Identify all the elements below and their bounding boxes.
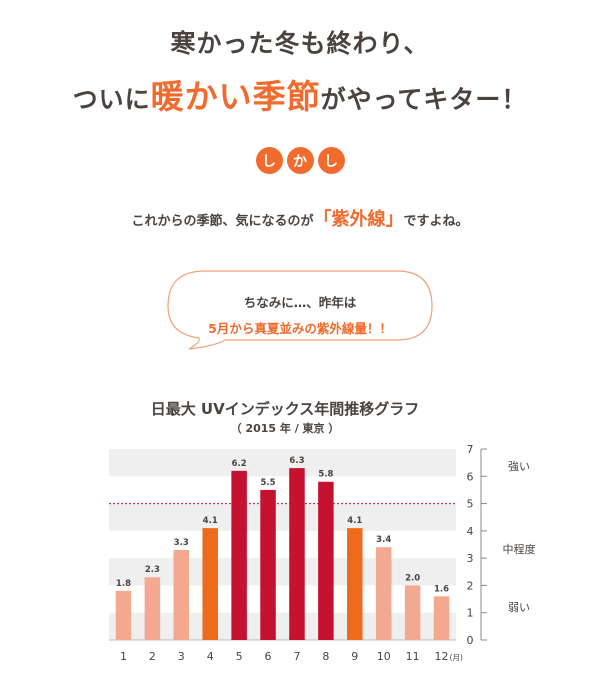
bubble-line1: ちなみに…、昨年は: [243, 295, 357, 310]
grid-band: [109, 503, 456, 531]
bar-value-label: 2.3: [145, 565, 160, 575]
y-tick-label: 4: [467, 525, 474, 538]
bar-value-label: 5.8: [318, 470, 333, 480]
speech-bubble: [167, 270, 433, 350]
bar-value-label: 2.0: [405, 573, 420, 583]
y-tick-label: 6: [467, 470, 474, 483]
bar-value-label: 5.5: [261, 478, 276, 488]
shikashi-badge-2: か: [286, 147, 314, 174]
x-tick-label: 7: [293, 650, 300, 663]
headline-accent: 暖かい季節: [150, 77, 321, 116]
headline-line2-pre: ついに: [72, 85, 151, 114]
headline-line2-post: がやってキター！: [320, 85, 528, 114]
chart-subtitle: （ 2015 年 / 東京 ）: [230, 422, 340, 435]
bar-8: [318, 481, 334, 640]
grid-band: [109, 449, 456, 477]
grid-band: [109, 558, 456, 586]
x-tick-label: 11: [406, 650, 420, 663]
y-tick-label: 5: [467, 498, 474, 511]
x-unit-label: (月): [450, 653, 463, 662]
chart-title: 日最大 UVインデックス年間推移グラフ: [150, 400, 420, 418]
x-tick-label: 8: [322, 650, 329, 663]
x-tick-label: 10: [377, 650, 391, 663]
bar-value-label: 3.4: [376, 535, 391, 545]
bar-11: [404, 585, 421, 640]
bar-value-label: 1.6: [434, 584, 449, 594]
x-tick-label: 5: [236, 650, 243, 663]
intro-accent: 「紫外線」: [313, 209, 404, 230]
uv-bar-chart: 1.8 1 2.3 2 3.3 3 4.1 4 6.2 5 5.5 6 6.3 7 5.8 8 4.1 9 3.4 1…: [109, 443, 536, 663]
bar-value-label: 6.3: [289, 456, 304, 466]
x-tick-label: 9: [351, 650, 358, 663]
bar-3: [173, 549, 190, 640]
bubble-line2: 5月から真夏並みの紫外線量！！: [208, 321, 392, 336]
bar-5: [231, 470, 247, 640]
shikashi-badge-3: し: [317, 147, 345, 174]
y-tick-label: 2: [467, 579, 474, 592]
bar-value-label: 3.3: [174, 538, 189, 548]
bar-value-label: 6.2: [232, 459, 247, 469]
x-tick-label: 6: [265, 650, 272, 663]
bar-2: [144, 577, 161, 640]
level-label: 強い: [508, 460, 530, 473]
intro-text: これからの季節、気になるのが「紫外線」ですよね。: [0, 205, 600, 231]
intro-post: ですよね。: [403, 214, 469, 229]
bar-10: [375, 547, 392, 640]
x-tick-label: 1: [120, 650, 127, 663]
intro-pre: これからの季節、気になるのが: [131, 214, 314, 229]
shikashi-badges: し か し: [0, 147, 600, 174]
grid-band: [109, 612, 456, 640]
level-label: 弱い: [508, 601, 530, 614]
bar-value-label: 4.1: [347, 516, 362, 526]
bar-6: [260, 489, 276, 640]
bar-4: [202, 528, 218, 640]
bar-12: [433, 596, 450, 640]
bar-7: [289, 468, 305, 640]
y-tick-label: 3: [467, 552, 474, 565]
shikashi-badge-1: し: [255, 147, 283, 174]
bar-1: [115, 590, 132, 640]
x-tick-label: 3: [178, 650, 185, 663]
bar-value-label: 4.1: [203, 516, 218, 526]
x-tick-label: 2: [149, 650, 156, 663]
bar-9: [347, 528, 363, 640]
headline-line1: 寒かった冬も終わり、: [170, 29, 430, 58]
bar-value-label: 1.8: [116, 579, 131, 589]
x-tick-label: 12: [435, 650, 449, 663]
x-tick-label: 4: [207, 650, 214, 663]
level-label: 中程度: [503, 542, 536, 556]
y-tick-label: 0: [467, 634, 474, 647]
y-tick-label: 1: [467, 607, 474, 620]
y-tick-label: 7: [467, 443, 474, 456]
headline-line2: ついに暖かい季節がやってキター！: [0, 70, 600, 118]
